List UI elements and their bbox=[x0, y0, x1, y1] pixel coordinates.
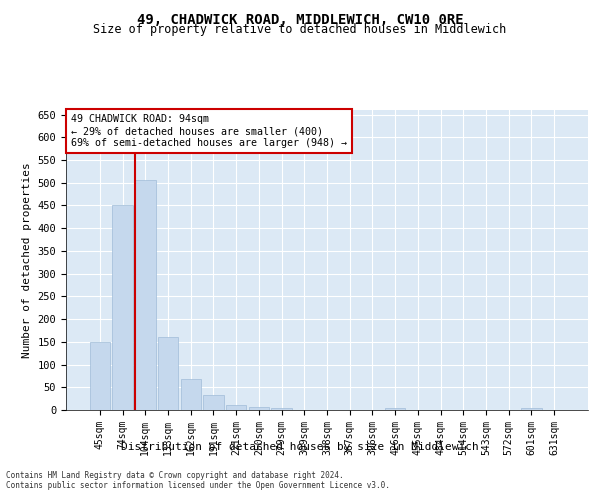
Y-axis label: Number of detached properties: Number of detached properties bbox=[22, 162, 32, 358]
Bar bbox=[521, 408, 542, 410]
Bar bbox=[181, 379, 201, 410]
Text: Contains HM Land Registry data © Crown copyright and database right 2024.: Contains HM Land Registry data © Crown c… bbox=[6, 470, 344, 480]
Bar bbox=[90, 342, 110, 410]
Text: Contains public sector information licensed under the Open Government Licence v3: Contains public sector information licen… bbox=[6, 480, 390, 490]
Text: 49, CHADWICK ROAD, MIDDLEWICH, CW10 0RE: 49, CHADWICK ROAD, MIDDLEWICH, CW10 0RE bbox=[137, 12, 463, 26]
Bar bbox=[158, 338, 178, 410]
Text: Distribution of detached houses by size in Middlewich: Distribution of detached houses by size … bbox=[121, 442, 479, 452]
Bar bbox=[385, 408, 406, 410]
Bar bbox=[271, 408, 292, 410]
Text: 49 CHADWICK ROAD: 94sqm
← 29% of detached houses are smaller (400)
69% of semi-d: 49 CHADWICK ROAD: 94sqm ← 29% of detache… bbox=[71, 114, 347, 148]
Bar bbox=[112, 206, 133, 410]
Text: Size of property relative to detached houses in Middlewich: Size of property relative to detached ho… bbox=[94, 22, 506, 36]
Bar bbox=[226, 404, 247, 410]
Bar bbox=[135, 180, 155, 410]
Bar bbox=[248, 407, 269, 410]
Bar bbox=[203, 396, 224, 410]
